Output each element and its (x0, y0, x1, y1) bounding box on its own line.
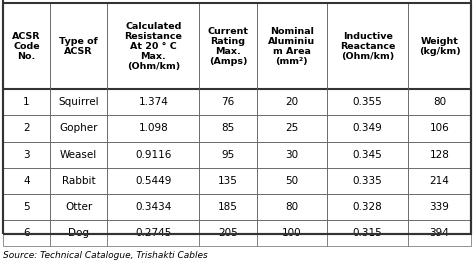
Text: 2: 2 (23, 123, 30, 133)
Text: 85: 85 (221, 123, 235, 133)
Bar (108, 3, 199, 89)
Bar (199, 194, 257, 220)
Text: Inductive
Reactance
(Ohm/km): Inductive Reactance (Ohm/km) (340, 32, 395, 61)
Bar (257, 194, 327, 220)
Text: Nominal
Aluminiu
m Area
(mm²): Nominal Aluminiu m Area (mm²) (268, 26, 316, 66)
Bar (3, 3, 50, 89)
Text: Weight
(kg/km): Weight (kg/km) (419, 37, 460, 56)
Text: 394: 394 (429, 228, 449, 238)
Text: 100: 100 (282, 228, 302, 238)
Bar (327, 141, 408, 168)
Text: 0.2745: 0.2745 (135, 228, 172, 238)
Text: 0.328: 0.328 (353, 202, 383, 212)
Text: Gopher: Gopher (59, 123, 98, 133)
Bar (257, 115, 327, 141)
Bar (199, 220, 257, 246)
Text: 1.374: 1.374 (138, 97, 168, 107)
Text: 80: 80 (285, 202, 299, 212)
Text: Dog: Dog (68, 228, 89, 238)
Bar (408, 115, 471, 141)
Text: 0.349: 0.349 (353, 123, 383, 133)
Text: 205: 205 (218, 228, 238, 238)
Text: ACSR
Code
No.: ACSR Code No. (12, 32, 41, 61)
Bar (257, 89, 327, 115)
Text: 135: 135 (218, 176, 238, 186)
Text: Current
Rating
Max.
(Amps): Current Rating Max. (Amps) (208, 26, 248, 66)
Text: 106: 106 (429, 123, 449, 133)
Bar (327, 220, 408, 246)
Text: 0.335: 0.335 (353, 176, 383, 186)
Bar (199, 141, 257, 168)
Bar (108, 194, 199, 220)
Text: Type of
ACSR: Type of ACSR (59, 37, 98, 56)
Text: 50: 50 (285, 176, 299, 186)
Bar (50, 168, 108, 194)
Text: 1: 1 (23, 97, 30, 107)
Bar (50, 194, 108, 220)
Text: 25: 25 (285, 123, 299, 133)
Bar (327, 115, 408, 141)
Text: Calculated
Resistance
At 20 ° C
Max.
(Ohm/km): Calculated Resistance At 20 ° C Max. (Oh… (124, 21, 182, 71)
Bar (257, 168, 327, 194)
Bar (199, 168, 257, 194)
Bar (408, 220, 471, 246)
Text: Rabbit: Rabbit (62, 176, 95, 186)
Text: 76: 76 (221, 97, 235, 107)
Bar (327, 89, 408, 115)
Bar (108, 141, 199, 168)
Bar (50, 89, 108, 115)
Bar (327, 168, 408, 194)
Text: 128: 128 (429, 150, 449, 160)
Text: Weasel: Weasel (60, 150, 97, 160)
Bar (108, 220, 199, 246)
Text: 339: 339 (429, 202, 449, 212)
Text: 0.355: 0.355 (353, 97, 383, 107)
Text: 0.5449: 0.5449 (135, 176, 172, 186)
Text: 95: 95 (221, 150, 235, 160)
Bar (108, 89, 199, 115)
Bar (3, 115, 50, 141)
Bar (327, 3, 408, 89)
Bar (408, 194, 471, 220)
Bar (3, 220, 50, 246)
Text: 4: 4 (23, 176, 30, 186)
Text: Otter: Otter (65, 202, 92, 212)
Bar (408, 3, 471, 89)
Text: 30: 30 (285, 150, 299, 160)
Text: 214: 214 (429, 176, 449, 186)
Text: 6: 6 (23, 228, 30, 238)
Bar (199, 115, 257, 141)
Text: 3: 3 (23, 150, 30, 160)
Text: 20: 20 (285, 97, 299, 107)
Bar (3, 168, 50, 194)
Bar (108, 168, 199, 194)
Text: Squirrel: Squirrel (58, 97, 99, 107)
Text: 80: 80 (433, 97, 446, 107)
Bar (50, 3, 108, 89)
Text: 5: 5 (23, 202, 30, 212)
Text: 185: 185 (218, 202, 238, 212)
Bar (257, 141, 327, 168)
Text: 0.3434: 0.3434 (135, 202, 172, 212)
Bar (199, 3, 257, 89)
Bar (3, 141, 50, 168)
Bar (408, 89, 471, 115)
Text: 0.345: 0.345 (353, 150, 383, 160)
Bar (50, 141, 108, 168)
Bar (3, 89, 50, 115)
Text: 1.098: 1.098 (138, 123, 168, 133)
Text: Source: Technical Catalogue, Trishakti Cables: Source: Technical Catalogue, Trishakti C… (3, 250, 208, 259)
Bar (3, 194, 50, 220)
Bar (108, 115, 199, 141)
Bar (50, 115, 108, 141)
Text: 0.9116: 0.9116 (135, 150, 172, 160)
Bar (50, 220, 108, 246)
Bar (199, 89, 257, 115)
Bar (408, 141, 471, 168)
Bar (408, 168, 471, 194)
Text: 0.315: 0.315 (353, 228, 383, 238)
Bar (257, 3, 327, 89)
Bar (327, 194, 408, 220)
Bar (257, 220, 327, 246)
